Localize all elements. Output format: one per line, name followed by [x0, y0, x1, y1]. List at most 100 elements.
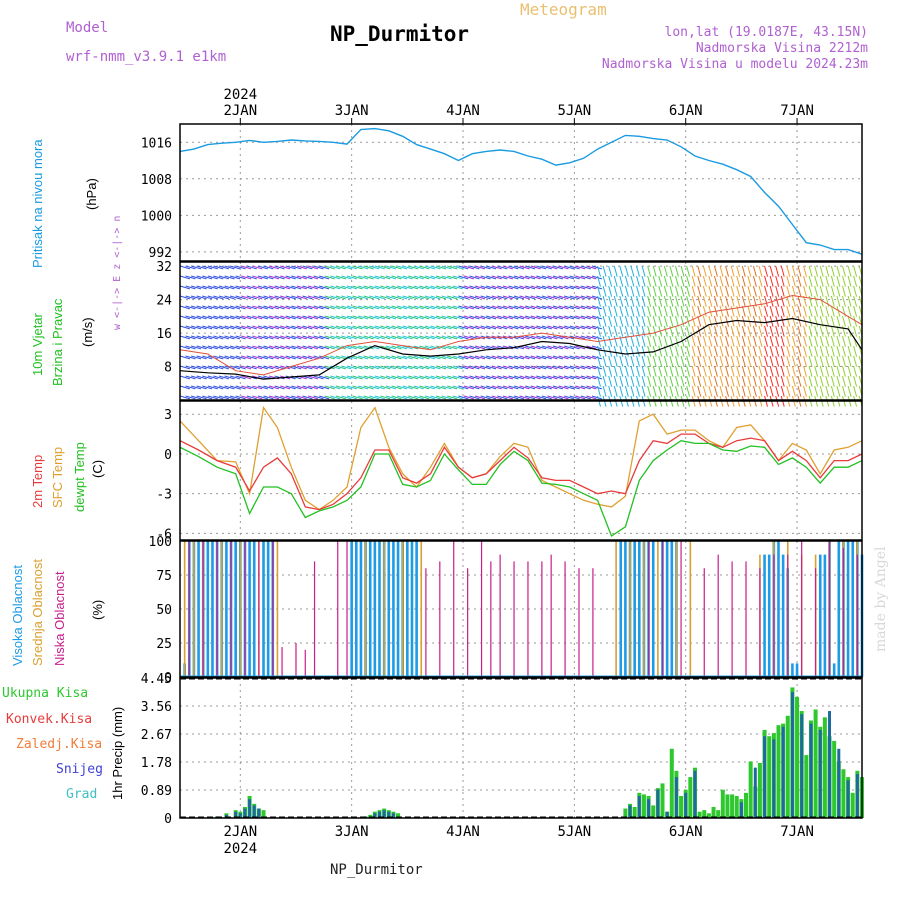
wind-barb: [613, 275, 618, 287]
wind-barb: [752, 385, 757, 397]
wind-barb: [608, 285, 613, 297]
wind-barb: [819, 345, 824, 357]
wind-barb: [224, 265, 235, 270]
wind-barb: [513, 365, 525, 370]
wind-barb: [424, 265, 436, 270]
wind-barb: [335, 365, 346, 370]
wind-barb: [680, 315, 685, 327]
wind-barb: [591, 315, 603, 320]
wind-barb: [452, 375, 463, 380]
wind-barb: [497, 315, 508, 320]
wind-barb: [752, 305, 757, 317]
wind-barb: [591, 375, 603, 380]
wind-barb: [480, 285, 491, 290]
wind-barb: [652, 305, 657, 317]
wind-barb: [257, 335, 268, 340]
wind-barb: [268, 355, 280, 360]
wind-barb: [564, 325, 575, 330]
wind-barb: [663, 285, 668, 297]
wind-barb: [196, 315, 207, 320]
wind-barb: [558, 355, 569, 360]
wind-barb: [363, 375, 374, 380]
wind-barb: [352, 325, 363, 330]
wind-barb: [513, 265, 525, 270]
wind-barb: [369, 315, 380, 320]
cloud-bar: [842, 547, 845, 677]
y-tick-label: 1000: [141, 209, 172, 224]
panel-frame: [179, 677, 863, 819]
wind-barb: [419, 375, 430, 380]
cloud-bar: [777, 541, 780, 677]
wind-barb: [486, 345, 497, 350]
wind-barb: [502, 385, 513, 390]
wind-barb: [179, 365, 191, 370]
wind-barb: [525, 265, 536, 270]
wind-barb: [474, 265, 486, 270]
wind-barb: [808, 365, 813, 377]
wind-barb: [352, 305, 363, 310]
snow-bar: [828, 711, 832, 818]
wind-barb: [335, 315, 346, 320]
cloud-bar: [225, 541, 228, 677]
wind-barb: [380, 285, 391, 290]
wind-barb: [307, 295, 319, 300]
wind-barb: [730, 355, 735, 367]
wind-barb: [335, 385, 346, 390]
wind-barb: [830, 345, 835, 357]
wind-barb: [830, 365, 835, 377]
wind-barb: [630, 325, 635, 337]
wind-barb: [319, 335, 330, 340]
wind-barb: [257, 275, 268, 280]
wind-barb: [179, 355, 191, 360]
temp2m-line: [179, 433, 863, 511]
wind-barb: [463, 355, 474, 360]
wind-barb: [497, 355, 508, 360]
wind-barb: [358, 365, 369, 370]
wind-barb: [435, 355, 447, 360]
wind-barb: [179, 305, 191, 310]
wind-barb: [508, 295, 519, 300]
wind-barb: [185, 285, 196, 290]
snow-bar: [800, 714, 804, 818]
wind-barb: [491, 355, 502, 360]
wind-barb: [430, 285, 441, 290]
wind-barb: [686, 305, 691, 317]
precip-bar: [757, 762, 762, 818]
wind-barb: [497, 395, 508, 400]
snow-bar: [739, 802, 743, 818]
wind-barb: [780, 315, 785, 327]
wind-barb: [408, 325, 419, 330]
wind-barb: [658, 355, 663, 367]
wind-barb: [780, 345, 785, 357]
wind-barb: [296, 365, 307, 370]
wind-barb: [229, 355, 241, 360]
wind-barb: [374, 315, 385, 320]
wind-barb: [780, 305, 785, 317]
wind-barb: [235, 305, 246, 310]
snow-bar: [656, 789, 660, 818]
precip-bar: [396, 813, 401, 818]
wind-barb: [302, 385, 313, 390]
wind-barb: [569, 265, 580, 270]
wind-barb: [430, 365, 441, 370]
wind-barb: [497, 265, 508, 270]
cloud-bar: [651, 541, 655, 677]
wind-barb: [697, 335, 702, 347]
wind-barb: [608, 315, 613, 327]
wind-barb: [586, 375, 597, 380]
wind-barb: [608, 265, 613, 277]
wind-barb: [374, 335, 385, 340]
wind-barb: [636, 385, 640, 397]
wind-barb: [708, 305, 713, 317]
wind-barb: [636, 305, 640, 317]
wind-barb: [758, 375, 763, 387]
wind-barb: [380, 315, 391, 320]
wind-barb: [207, 375, 218, 380]
wind-barb: [675, 265, 679, 277]
wind-barb: [363, 275, 374, 280]
wind-barb: [307, 345, 319, 350]
wind-barb: [819, 295, 824, 307]
wind-barb: [252, 395, 263, 400]
wind-barb: [241, 315, 252, 320]
x-tick-label-bottom: 7JAN: [780, 824, 814, 840]
